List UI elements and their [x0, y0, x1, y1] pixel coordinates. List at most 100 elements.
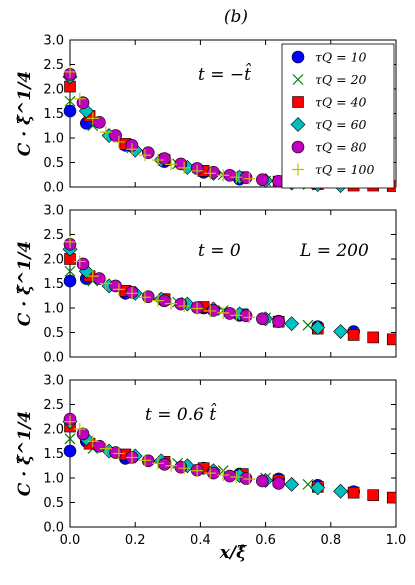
annotation: t = −t̂: [198, 63, 251, 85]
data-point: [158, 457, 171, 471]
data-point: [291, 50, 305, 64]
data-point: [243, 311, 256, 324]
data-point: [333, 324, 349, 339]
y-tick-label: 0.5: [43, 326, 64, 341]
data-point: [284, 316, 300, 332]
y-tick-label: 0.5: [43, 156, 64, 171]
data-point: [158, 152, 171, 165]
y-tick-label: 2.5: [43, 58, 64, 73]
data-point: [217, 469, 230, 482]
data-point: [191, 164, 204, 177]
annotation-secondary: L = 200: [299, 241, 369, 261]
data-point: [63, 274, 77, 288]
legend-entry: τQ = 60: [315, 117, 367, 132]
data-point: [178, 300, 191, 313]
data-point: [112, 135, 125, 148]
y-tick-label: 1.5: [43, 277, 64, 292]
y-tick-label: 2.5: [43, 398, 64, 413]
x-tick-label: 0.4: [190, 533, 211, 548]
data-point: [217, 306, 230, 319]
series-plus: [64, 415, 256, 485]
data-point: [86, 270, 99, 283]
y-tick-label: 0.5: [43, 496, 64, 511]
data-point: [204, 167, 217, 180]
data-point: [112, 447, 125, 460]
data-point: [204, 304, 217, 317]
data-point: [243, 472, 256, 485]
x-tick-label: 0.8: [320, 533, 341, 548]
data-point: [64, 415, 76, 428]
data-point: [291, 140, 305, 154]
panel-2: 0.0 0.5 1.0 1.5 2.0 2.5 3.0 C · ξ̂^1/4 t = 0 L = …: [15, 204, 397, 366]
data-point: [165, 158, 178, 171]
y-tick-label: 2.0: [43, 253, 64, 268]
data-point: [165, 297, 178, 310]
data-point: [109, 279, 122, 293]
data-point: [272, 477, 285, 490]
data-point: [152, 294, 165, 307]
data-point: [138, 291, 151, 304]
data-point: [99, 277, 112, 290]
data-point: [64, 65, 76, 78]
x-tick-label: 0.0: [60, 533, 81, 548]
legend-entry: τQ = 100: [315, 162, 374, 177]
data-point: [93, 439, 106, 453]
panel-3: 0.0 0.5 1.0 1.5 2.0 2.5 3.0 0.0 0.2 0.4 0.6 0.8 1.0 C…: [15, 374, 406, 564]
data-point: [256, 474, 269, 488]
data-point: [386, 333, 396, 346]
data-point: [73, 423, 86, 435]
y-tick-label: 1.0: [43, 302, 64, 317]
data-point: [292, 74, 304, 85]
series-group: [62, 235, 396, 346]
data-point: [64, 95, 76, 107]
data-point: [138, 454, 151, 467]
data-point: [63, 444, 77, 458]
x-tick-label: 0.6: [255, 533, 276, 548]
y-axis-label: C · ξ̂^1/4: [15, 411, 35, 496]
series-group: [62, 65, 396, 193]
y-tick-label: 1.0: [43, 472, 64, 487]
legend-entry: τQ = 10: [315, 50, 367, 65]
y-tick-label: 2.0: [43, 423, 64, 438]
data-point: [125, 287, 138, 300]
data-point: [333, 483, 349, 499]
data-point: [86, 112, 99, 125]
data-point: [310, 480, 326, 496]
x-tick-label: 1.0: [386, 533, 407, 548]
data-point: [138, 149, 151, 162]
data-point: [243, 172, 256, 185]
data-point: [191, 464, 204, 477]
data-point: [347, 329, 360, 341]
series-group: [62, 412, 396, 504]
data-point: [141, 146, 155, 159]
y-tick-label: 0.0: [43, 351, 64, 366]
series-plus: [64, 65, 256, 185]
data-point: [230, 309, 243, 322]
data-point: [347, 486, 360, 499]
y-tick-label: 0.0: [43, 521, 64, 536]
data-point: [256, 312, 269, 326]
data-point: [73, 92, 86, 105]
y-tick-label: 0.0: [43, 181, 64, 196]
legend-entry: τQ = 20: [315, 72, 367, 87]
data-point: [290, 117, 306, 132]
x-axis-label: x/ξ̂: [219, 543, 247, 563]
data-point: [165, 459, 178, 472]
data-point: [76, 257, 90, 271]
data-point: [284, 476, 300, 492]
data-point: [63, 104, 77, 118]
data-point: [125, 143, 138, 156]
data-point: [99, 442, 112, 455]
data-point: [272, 315, 285, 329]
legend-entry: τQ = 40: [315, 95, 367, 110]
data-point: [125, 451, 138, 464]
annotation: t = 0.6 t̂: [145, 403, 217, 425]
data-point: [64, 265, 76, 277]
y-tick-label: 1.5: [43, 107, 64, 122]
data-point: [112, 283, 125, 296]
data-point: [86, 435, 99, 448]
data-point: [152, 154, 165, 167]
figure-label: (b): [224, 7, 248, 27]
data-point: [310, 320, 326, 336]
data-point: [178, 462, 191, 475]
